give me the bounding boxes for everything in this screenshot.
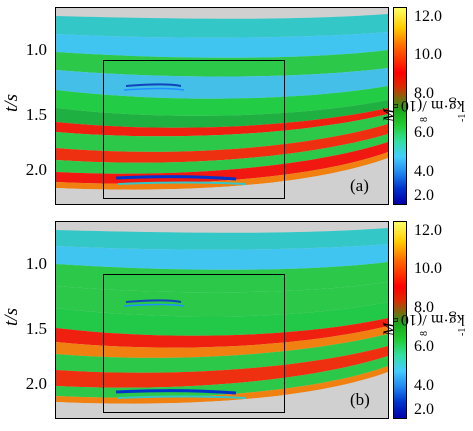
- seismic-section-b: [55, 221, 389, 419]
- panel-label-b: (b): [350, 390, 370, 409]
- colorbar-tick-label: 8.0: [414, 299, 434, 316]
- y-tick-label: 1.0: [25, 40, 47, 59]
- section-image-a: [56, 8, 388, 204]
- section-image-b: [56, 222, 388, 418]
- colorbar-tick-label: 8.0: [414, 85, 434, 102]
- colorbar-tick-label: 4.0: [414, 377, 434, 394]
- colorbar-tick-label: 6.0: [414, 338, 434, 355]
- panel-a: t/s 1.0 1.5 2.0: [0, 0, 473, 214]
- colorbar-tick-label: 2.0: [414, 187, 434, 204]
- colorbar-tick-label: 10.0: [414, 46, 442, 63]
- y-tick-label: 2.0: [25, 160, 47, 179]
- y-tick-label: 1.0: [25, 254, 47, 273]
- colorbar-tick-label: 12.0: [414, 222, 442, 239]
- colorbar-a: [393, 7, 407, 205]
- panel-b: t/s 1.0 1.5 2.0 (b) 12.0 10.0: [0, 214, 473, 428]
- colorbar-tick-label: 10.0: [414, 260, 442, 277]
- y-tick-label: 1.5: [25, 319, 47, 338]
- colorbar-tick-label: 6.0: [414, 124, 434, 141]
- y-tick-label: 1.5: [25, 105, 47, 124]
- colorbar-tick-label: 2.0: [414, 401, 434, 418]
- seismic-section-a: [55, 7, 389, 205]
- colorbar-tick-label: 4.0: [414, 163, 434, 180]
- y-tick-label: 2.0: [25, 374, 47, 393]
- colorbar-b: [393, 221, 407, 419]
- colorbar-tick-label: 12.0: [414, 8, 442, 25]
- panel-label-a: (a): [350, 176, 369, 195]
